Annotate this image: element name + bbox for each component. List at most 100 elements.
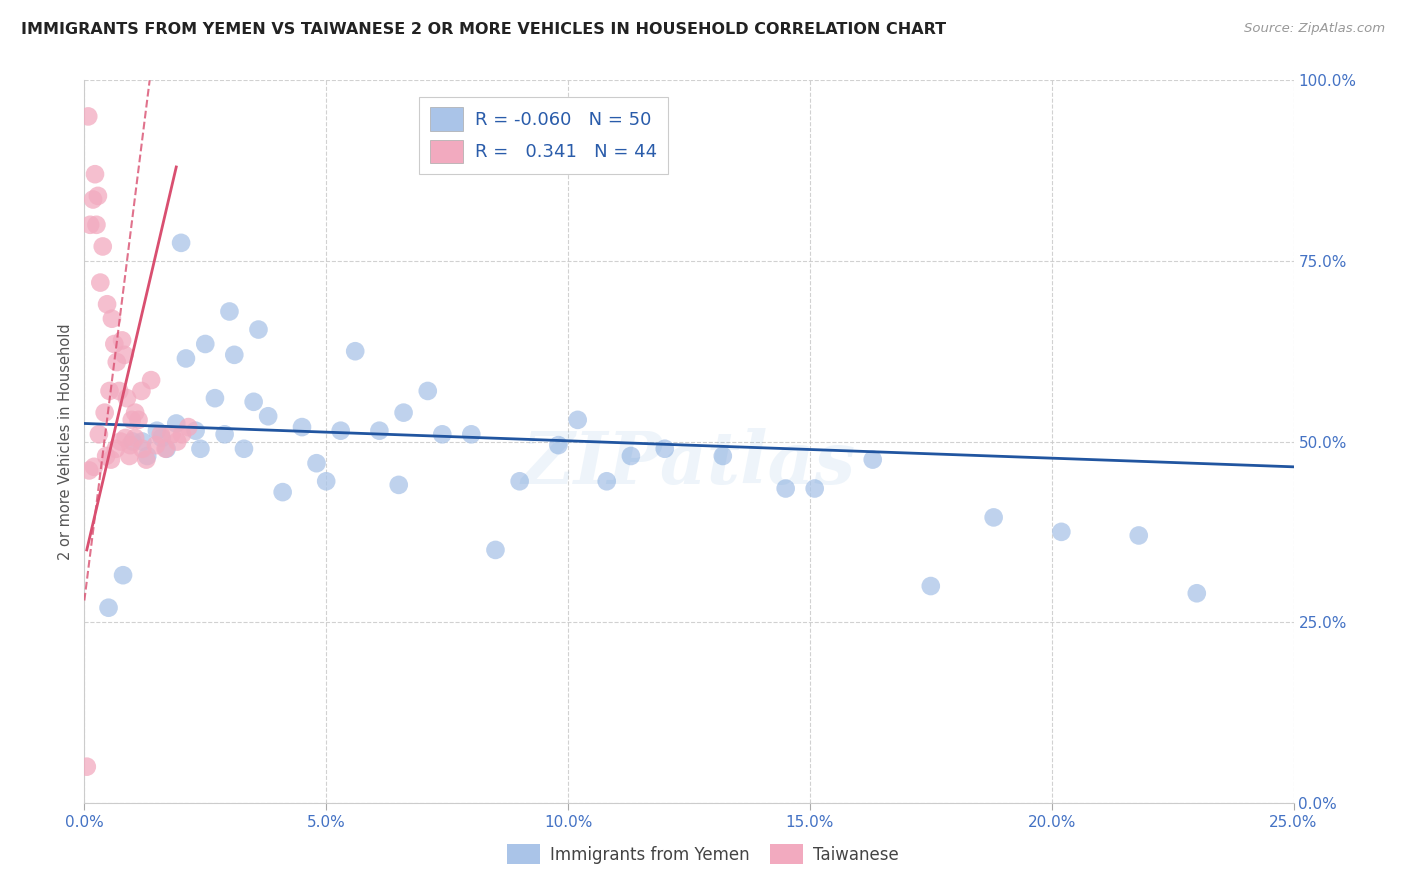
Point: [149, 427, 172, 442]
Point: [84, 167, 107, 181]
Point: [416, 384, 439, 398]
Point: [432, 427, 454, 442]
Point: [79, 218, 101, 232]
Point: [110, 434, 132, 449]
Point: [271, 485, 294, 500]
Point: [86, 218, 108, 232]
Point: [184, 424, 207, 438]
Point: [174, 351, 197, 366]
Point: [131, 442, 153, 456]
Point: [170, 235, 193, 250]
Point: [104, 442, 127, 456]
Point: [89, 276, 111, 290]
Point: [111, 334, 134, 348]
Point: [97, 600, 120, 615]
Legend: R = -0.060   N = 50, R =   0.341   N = 44: R = -0.060 N = 50, R = 0.341 N = 44: [419, 96, 668, 174]
Point: [83, 459, 105, 474]
Point: [170, 427, 193, 442]
Point: [177, 420, 200, 434]
Point: [155, 442, 177, 456]
Point: [91, 239, 114, 253]
Point: [103, 337, 125, 351]
Point: [775, 482, 797, 496]
Point: [87, 427, 110, 442]
Point: [145, 438, 167, 452]
Point: [920, 579, 942, 593]
Point: [233, 442, 256, 456]
Y-axis label: 2 or more Vehicles in Household: 2 or more Vehicles in Household: [58, 323, 73, 560]
Point: [165, 417, 187, 431]
Point: [98, 384, 121, 398]
Point: [135, 452, 157, 467]
Point: [620, 449, 643, 463]
Point: [1050, 524, 1073, 539]
Point: [329, 424, 352, 438]
Point: [166, 434, 188, 449]
Point: [218, 304, 240, 318]
Point: [190, 442, 212, 456]
Point: [509, 475, 531, 489]
Point: [112, 568, 135, 582]
Point: [315, 475, 337, 489]
Point: [862, 452, 884, 467]
Point: [120, 438, 142, 452]
Text: Source: ZipAtlas.com: Source: ZipAtlas.com: [1244, 22, 1385, 36]
Point: [93, 406, 115, 420]
Point: [344, 344, 367, 359]
Point: [547, 438, 569, 452]
Point: [100, 452, 122, 467]
Point: [567, 413, 589, 427]
Text: IMMIGRANTS FROM YEMEN VS TAIWANESE 2 OR MORE VEHICLES IN HOUSEHOLD CORRELATION C: IMMIGRANTS FROM YEMEN VS TAIWANESE 2 OR …: [21, 22, 946, 37]
Point: [460, 427, 482, 442]
Point: [114, 348, 136, 362]
Point: [108, 384, 131, 398]
Point: [484, 542, 506, 557]
Point: [160, 427, 183, 442]
Point: [94, 449, 117, 463]
Point: [118, 449, 141, 463]
Point: [155, 442, 177, 456]
Point: [77, 109, 100, 123]
Point: [1128, 528, 1150, 542]
Point: [131, 384, 153, 398]
Point: [1185, 586, 1208, 600]
Point: [204, 391, 226, 405]
Point: [305, 456, 328, 470]
Point: [101, 311, 124, 326]
Point: [87, 189, 110, 203]
Point: [77, 463, 100, 477]
Text: ZIPatlas: ZIPatlas: [522, 428, 856, 499]
Point: [76, 760, 98, 774]
Point: [121, 434, 143, 449]
Point: [121, 413, 143, 427]
Point: [124, 406, 146, 420]
Point: [124, 431, 146, 445]
Point: [194, 337, 217, 351]
Point: [82, 193, 104, 207]
Point: [224, 348, 246, 362]
Point: [136, 449, 159, 463]
Legend: Immigrants from Yemen, Taiwanese: Immigrants from Yemen, Taiwanese: [501, 838, 905, 871]
Point: [803, 482, 825, 496]
Point: [392, 406, 415, 420]
Point: [214, 427, 236, 442]
Point: [115, 391, 138, 405]
Point: [654, 442, 676, 456]
Point: [146, 424, 169, 438]
Point: [150, 431, 173, 445]
Point: [711, 449, 734, 463]
Point: [128, 413, 150, 427]
Point: [596, 475, 619, 489]
Point: [114, 431, 136, 445]
Point: [368, 424, 391, 438]
Point: [388, 478, 411, 492]
Point: [247, 322, 270, 336]
Point: [131, 434, 153, 449]
Point: [983, 510, 1005, 524]
Point: [96, 297, 118, 311]
Point: [139, 373, 162, 387]
Point: [291, 420, 314, 434]
Point: [257, 409, 280, 424]
Point: [242, 394, 264, 409]
Point: [105, 355, 128, 369]
